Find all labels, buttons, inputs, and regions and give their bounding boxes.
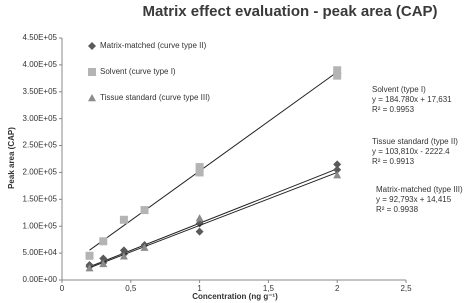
y-tick-label: 4.00E+05	[23, 60, 58, 69]
annotation: Matrix-matched (type III)	[376, 185, 463, 194]
legend-label: Matrix-matched (curve type II)	[100, 41, 207, 50]
annotation: R² = 0.9953	[372, 105, 415, 114]
data-point	[333, 171, 342, 179]
annotation: Tissue standard (type II)	[372, 137, 458, 146]
x-tick-label: 0	[60, 284, 65, 293]
x-tick-label: 1,5	[263, 284, 275, 293]
data-point	[99, 259, 108, 268]
y-tick-label: 3.00E+05	[23, 114, 58, 123]
data-point	[99, 237, 108, 246]
data-point	[195, 219, 204, 228]
x-tick-label: 0,5	[125, 284, 137, 293]
y-tick-label: 1.00E+05	[23, 221, 58, 230]
trendline	[89, 172, 338, 269]
legend-label: Solvent (curve type I)	[100, 67, 176, 76]
legend-marker	[88, 42, 96, 50]
y-tick-label: 5.00E+04	[23, 248, 58, 257]
data-point	[119, 215, 128, 224]
data-point	[195, 214, 204, 222]
annotation: Solvent (type I)	[372, 85, 426, 94]
annotation: y = 184.780x + 17,631	[372, 95, 452, 104]
data-point	[333, 165, 342, 174]
annotation: y = 103,810x - 2222.4	[372, 147, 450, 156]
annotation: R² = 0.9913	[372, 157, 415, 166]
data-point	[140, 206, 149, 215]
annotation: R² = 0.9938	[376, 205, 419, 214]
data-point	[119, 246, 128, 255]
y-tick-label: 3.50E+05	[23, 87, 58, 96]
chart-title: Matrix effect evaluation - peak area (CA…	[142, 3, 437, 20]
y-axis-label: Peak area (CAP)	[7, 127, 16, 189]
data-point	[85, 264, 94, 272]
data-point	[99, 254, 108, 263]
y-tick-label: 1.50E+05	[23, 194, 58, 203]
data-point	[333, 71, 342, 80]
legend-marker	[88, 94, 96, 102]
data-point	[119, 252, 128, 260]
y-tick-label: 4.50E+05	[23, 33, 58, 42]
legend-label: Tissue standard (curve type III)	[100, 93, 210, 102]
data-point	[85, 251, 94, 260]
data-point	[333, 160, 342, 169]
data-point	[195, 168, 204, 177]
annotation: y = 92,793x + 14,415	[376, 195, 452, 204]
data-point	[140, 243, 149, 251]
legend-marker	[88, 68, 96, 76]
x-tick-label: 2	[335, 284, 340, 293]
y-tick-label: 2.00E+05	[23, 168, 58, 177]
data-point	[195, 227, 204, 236]
trendline	[89, 168, 338, 268]
x-axis-label: Concentration (ng g⁻¹)	[192, 292, 278, 301]
trendline	[89, 71, 338, 251]
x-tick-label: 2,5	[400, 284, 412, 293]
x-tick-label: 1	[197, 284, 202, 293]
y-tick-label: 0.00E+00	[23, 275, 58, 284]
y-tick-label: 2.50E+05	[23, 141, 58, 150]
